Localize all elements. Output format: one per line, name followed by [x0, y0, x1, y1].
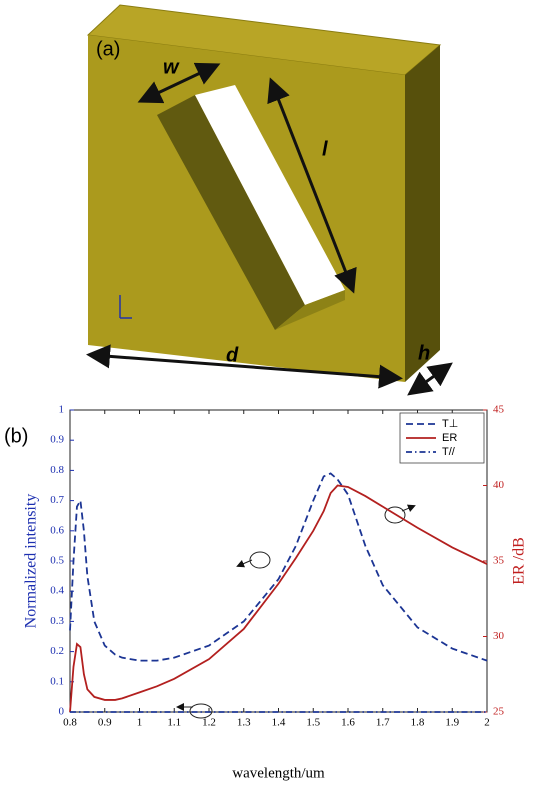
y-tick-label: 0.2 — [50, 645, 64, 657]
y2-tick-label: 25 — [493, 706, 505, 718]
x-axis-label: wavelength/um — [232, 765, 325, 781]
data-line — [70, 473, 487, 660]
y-tick-label: 0.9 — [50, 434, 64, 446]
y-tick-label: 0.5 — [50, 555, 64, 567]
y-tick-label: 0.8 — [50, 464, 64, 476]
x-tick-label: 1.4 — [272, 717, 286, 729]
x-tick-label: 1.5 — [306, 717, 320, 729]
x-tick-label: 1.3 — [237, 717, 251, 729]
x-tick-label: 2 — [484, 717, 490, 729]
device-diagram: (a) w l d h — [88, 5, 448, 392]
axis-hint — [402, 506, 414, 511]
panel-label: (a) — [96, 38, 120, 60]
y2-tick-label: 40 — [493, 479, 505, 491]
y2-tick-label: 30 — [493, 630, 505, 642]
dim-label: d — [226, 344, 239, 366]
chart: (b) 0.8 0.9 1 1.1 1.2 1.3 1.4 1.5 1.6 1.7 1.8 1.9 2 0… — [4, 404, 528, 782]
x-tick-label: 1.2 — [202, 717, 216, 729]
legend-label: T⊥ — [442, 418, 458, 430]
y2-tick-label: 35 — [493, 555, 505, 567]
axis-hint — [250, 552, 270, 568]
figure: (a) w l d h (b) 0.8 0.9 1 1.1 1.2 1.3 1.4 1.5 1.… — [0, 0, 533, 787]
x-tick-label: 0.9 — [98, 717, 112, 729]
dim-label: l — [322, 138, 328, 160]
x-tick-label: 1.1 — [167, 717, 181, 729]
side-face — [405, 45, 440, 382]
x-tick-label: 1.6 — [341, 717, 355, 729]
x-tick-label: 1 — [137, 717, 143, 729]
y-tick-label: 0.7 — [50, 494, 64, 506]
y-tick-label: 0.1 — [50, 675, 64, 687]
x-tick-label: 0.8 — [63, 717, 77, 729]
dim-label: h — [418, 342, 430, 364]
x-tick-label: 1.9 — [445, 717, 459, 729]
y-axis-label: Normalized intensity — [23, 494, 40, 629]
y-tick-label: 0.3 — [50, 615, 64, 627]
axis-hint — [238, 560, 252, 566]
y-tick-label: 0.6 — [50, 524, 64, 536]
legend-label: ER — [442, 432, 457, 444]
y-tick-label: 0.4 — [50, 585, 64, 597]
panel-label: (b) — [4, 425, 28, 447]
y2-tick-label: 45 — [493, 404, 505, 416]
x-tick-label: 1.8 — [411, 717, 425, 729]
y2-axis-label: ER /dB — [511, 537, 528, 585]
x-tick-label: 1.7 — [376, 717, 390, 729]
y-tick-label: 1 — [59, 404, 65, 416]
dim-label: w — [163, 56, 180, 78]
legend-label: T// — [442, 446, 456, 458]
y-tick-label: 0 — [59, 706, 65, 718]
data-line — [70, 486, 487, 713]
